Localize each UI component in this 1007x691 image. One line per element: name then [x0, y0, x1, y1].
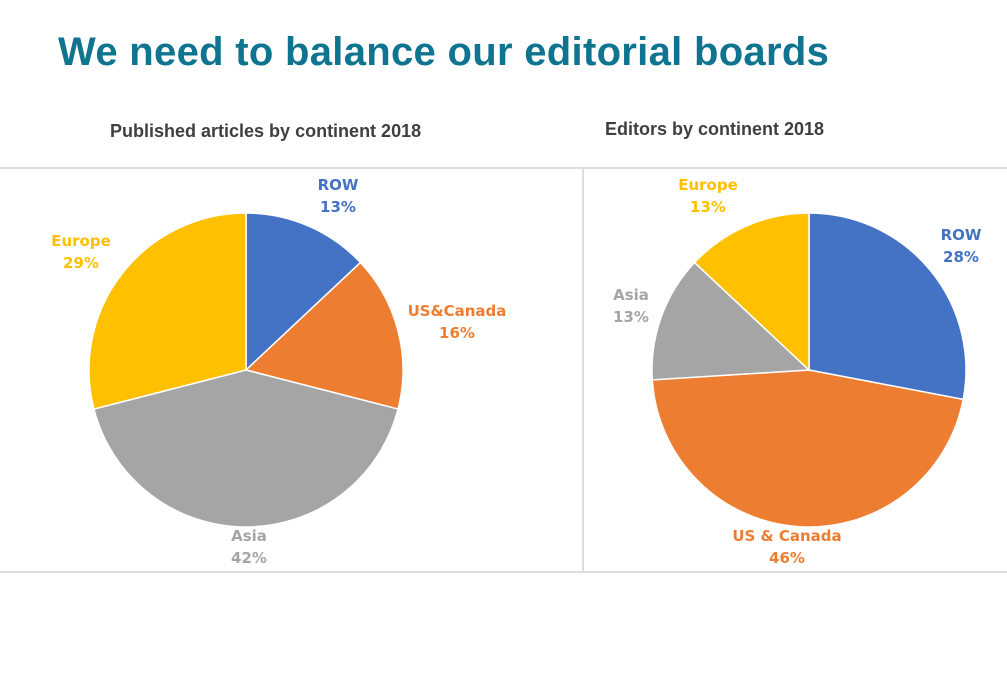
- slice-label-asia: Asia 13%: [613, 286, 649, 326]
- pie-slice-row: [808, 212, 967, 401]
- slice-label-asia: Asia 42%: [231, 527, 267, 567]
- slice-label-row: ROW 28%: [941, 226, 982, 266]
- pie-slice-us-canada: [244, 261, 404, 410]
- slide-title: We need to balance our editorial boards: [58, 30, 830, 74]
- chart-title-articles: Published articles by continent 2018: [110, 121, 422, 141]
- slice-label-europe: Europe 29%: [51, 232, 111, 272]
- pie-chart-editors: ROW 28% US & Canada 46% Asia 13% Europe 13%: [613, 176, 982, 567]
- slice-label-europe: Europe 13%: [678, 176, 738, 216]
- pie-slice-europe: [88, 212, 247, 410]
- slice-label-row: ROW 13%: [318, 176, 359, 216]
- slice-label-us-canada: US & Canada 46%: [732, 527, 841, 567]
- pie-slice-europe: [693, 212, 810, 372]
- pie-chart-articles: ROW 13% US&Canada 16% Asia 42% Europe 29%: [51, 176, 506, 567]
- slice-label-us-canada: US&Canada 16%: [408, 302, 507, 342]
- pie-slice-asia: [651, 261, 811, 381]
- pie-slice-asia: [93, 369, 399, 528]
- pie-slice-us-canada: [651, 369, 965, 528]
- chart-title-editors: Editors by continent 2018: [605, 119, 825, 139]
- pie-slice-row: [245, 212, 362, 372]
